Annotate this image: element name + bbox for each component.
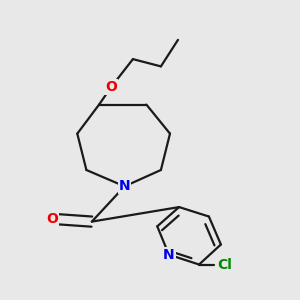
Text: O: O [105,80,117,94]
Text: Cl: Cl [217,257,232,272]
Text: N: N [163,248,175,262]
Text: N: N [119,179,130,194]
Text: O: O [46,212,58,226]
